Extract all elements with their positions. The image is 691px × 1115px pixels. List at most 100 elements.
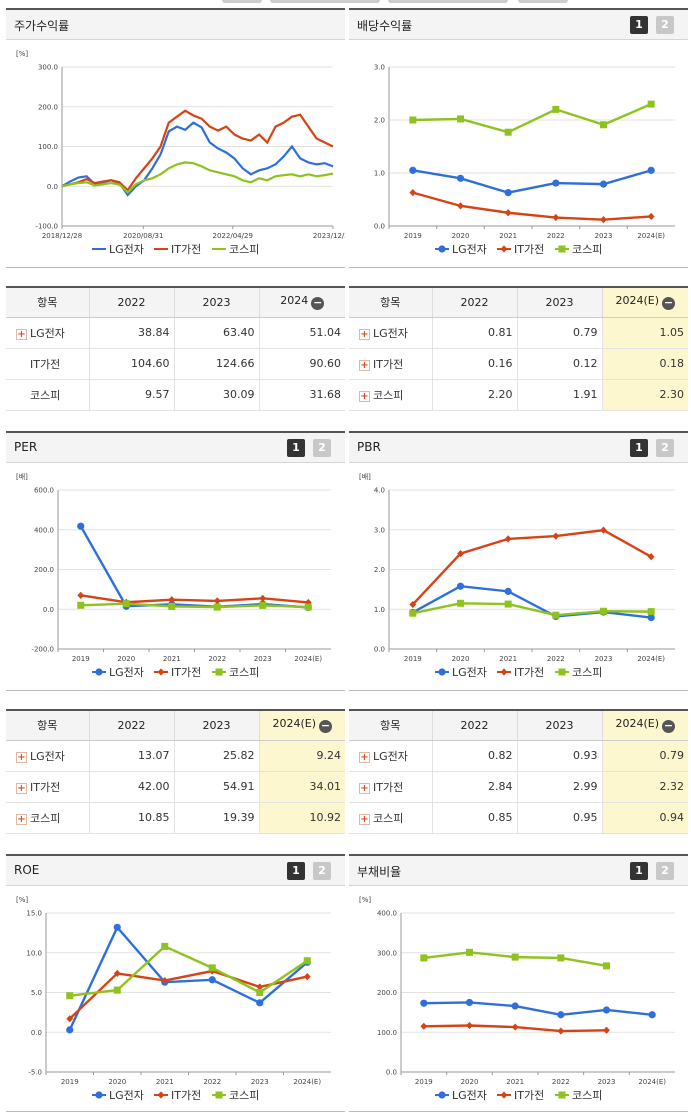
x-tick-label: 2024(E) [294,655,322,663]
tab-1[interactable]: 1 [287,439,305,457]
data-point-lg [256,999,264,1007]
panel-header: 배당수익률 1 2 [349,10,688,40]
expand-icon[interactable]: + [359,328,370,340]
x-tick-label: 2020 [461,1078,479,1086]
data-point-kospi [213,603,221,611]
tab-1[interactable]: 1 [630,16,648,34]
column-header-year: 2023 [516,287,602,318]
data-point-lg [456,174,465,182]
dividend-table: 항목 2022 2023 2024(E) − + LG전자 0.81 0.79 1.05 + IT가전… [349,286,688,411]
expand-icon[interactable]: + [16,813,27,825]
table-cell: 90.60 [258,348,345,380]
data-point-kospi [122,600,130,608]
data-point-it [259,594,267,602]
y-tick-label: 600.0 [34,487,54,495]
panel-title: 부채비율 [357,865,402,879]
x-tick-label: 2024(E) [637,655,665,663]
stock-return-chart: [%] 300.0 200.0 100.0 0.0 -100.0 2018/12/28 202… [6,40,345,272]
tab-2[interactable]: 2 [656,439,674,457]
expand-icon[interactable]: + [16,782,27,794]
expand-icon[interactable]: + [359,359,370,371]
tab-2[interactable]: 2 [656,16,674,34]
column-header-year: 2024(E) − [601,710,688,741]
legend-label: LG전자 [452,666,487,679]
expand-icon[interactable]: + [359,782,370,794]
table-cell: 13.07 [88,740,174,772]
data-point-kospi [208,964,216,972]
data-point-it [466,1021,473,1030]
expand-icon[interactable]: + [359,813,370,825]
tab-1[interactable]: 1 [630,862,648,880]
data-point-kospi [552,611,560,619]
data-point-kospi [304,603,312,611]
expand-icon[interactable]: + [359,751,370,763]
x-tick-label: 2022 [547,655,565,663]
row-label-cell: + LG전자 [349,317,432,349]
legend-marker-lg [438,1091,446,1099]
y-tick-label: 5.0 [31,989,42,997]
expand-icon[interactable]: + [359,390,370,402]
row-label-cell: 코스피 [6,379,89,411]
collapse-icon[interactable]: − [662,296,676,311]
collapse-icon[interactable]: − [662,719,676,734]
tab-2[interactable]: 2 [313,862,331,880]
legend-label: IT가전 [171,1089,201,1102]
expand-icon[interactable]: + [16,328,27,340]
data-point-it [511,1023,519,1031]
panel-title: PER [14,440,38,454]
data-point-kospi [409,609,417,617]
x-tick-label: 2021 [156,1078,174,1086]
x-tick-label: 2019 [415,1078,433,1086]
column-header-label: 2023 [202,295,231,309]
x-tick-label: 2023 [598,1078,616,1086]
x-tick-label: 2022/04/29 [213,232,253,240]
y-tick-label: 10.0 [26,949,42,957]
y-tick-label: -100.0 [35,223,58,231]
collapse-icon[interactable]: − [319,719,333,734]
table-row: IT가전 104.60 124.66 90.60 [6,348,345,380]
x-tick-label: 2023/12/28 [313,232,345,240]
table-row: + LG전자 0.82 0.93 0.79 [349,740,688,772]
collapse-icon[interactable]: − [311,296,325,311]
y-tick-label: 2.0 [374,566,385,574]
table-row: + 코스피 2.20 1.91 2.30 [349,379,688,411]
y-tick-label: 0.0 [43,606,54,614]
expand-icon[interactable]: + [16,751,27,763]
table-cell: 0.79 [516,317,602,349]
tab-1[interactable]: 1 [287,862,305,880]
panel-title: 배당수익률 [357,19,413,33]
legend-label: 코스피 [572,666,602,679]
tab-2[interactable]: 2 [656,862,674,880]
table-cell: 2.99 [516,771,602,803]
data-point-it [647,212,655,221]
column-header-year: 2024(E) − [258,710,345,741]
y-tick-label: 3.0 [374,526,385,534]
table-cell: 10.85 [88,802,174,834]
y-tick-label: 3.0 [374,64,385,72]
row-label: 코스피 [373,811,404,825]
row-label-cell: + 코스피 [6,802,89,834]
x-tick-label: 2022 [552,1078,570,1086]
tab-2[interactable]: 2 [313,439,331,457]
data-point-it [504,535,512,543]
legend-marker-kospi [215,1091,223,1099]
column-header-year: 2024(E) − [601,287,688,318]
legend-label: LG전자 [452,1089,487,1102]
tab-1[interactable]: 1 [630,439,648,457]
data-point-lg [208,976,216,984]
y-tick-label: -5.0 [28,1069,42,1077]
data-point-lg [504,587,512,595]
series-line-kospi [61,161,334,194]
panel-header: 부채비율 1 2 [349,856,688,886]
data-point-kospi [504,600,512,608]
data-point-lg [647,613,655,622]
x-tick-label: 2024(E) [638,1078,666,1086]
data-point-it [557,1027,565,1035]
y-tick-label: 2.0 [374,117,385,125]
legend-marker-it [157,1091,165,1099]
series-line-it [411,528,652,606]
table-cell: 0.79 [601,740,688,772]
data-point-lg [599,180,608,188]
legend-marker-kospi [215,668,223,676]
y-tick-label: 200.0 [34,566,54,574]
